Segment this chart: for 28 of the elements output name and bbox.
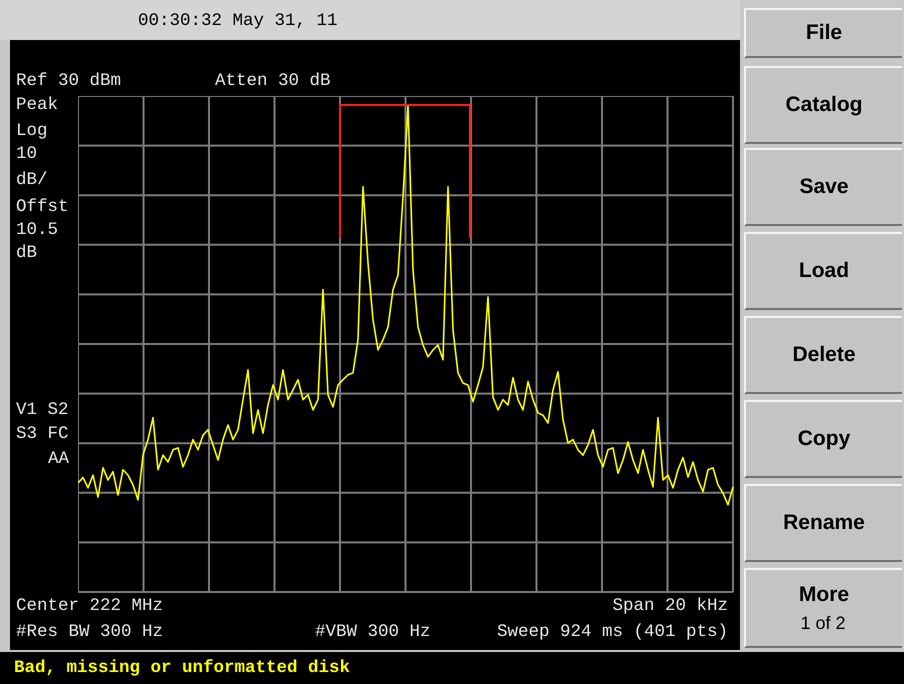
text: Peak [16, 94, 58, 116]
text: 00:30:32 May 31, 11 [138, 10, 338, 32]
text: #Res BW 300 Hz [16, 621, 164, 643]
text: 10 [16, 143, 38, 165]
text: More [798, 583, 850, 606]
text: 10.5 [16, 219, 58, 241]
text: 1 of 2 [799, 612, 847, 634]
text: Rename [744, 484, 902, 562]
text: V1 S2 [16, 399, 69, 421]
text: Ref 30 dBm [16, 70, 122, 92]
text: Copy [744, 400, 902, 478]
text: Log [16, 120, 48, 142]
text: Save [744, 148, 902, 226]
text: Sweep 924 ms (401 pts) [496, 621, 728, 643]
text: Catalog [744, 66, 902, 144]
text: Delete [744, 316, 902, 394]
text: Atten 30 dB [215, 70, 331, 92]
text: #VBW 300 Hz [315, 621, 431, 643]
text: dB/ [16, 169, 48, 191]
text: Span 20 kHz [612, 595, 728, 617]
text: AA [48, 448, 70, 470]
text: File [744, 8, 902, 58]
text: Center 222 MHz [16, 595, 164, 617]
text: Load [744, 232, 902, 310]
text: dB [16, 242, 38, 264]
text: S3 FC [16, 423, 69, 445]
text: Bad, missing or unformatted disk [14, 657, 350, 679]
text: Offst [16, 196, 69, 218]
